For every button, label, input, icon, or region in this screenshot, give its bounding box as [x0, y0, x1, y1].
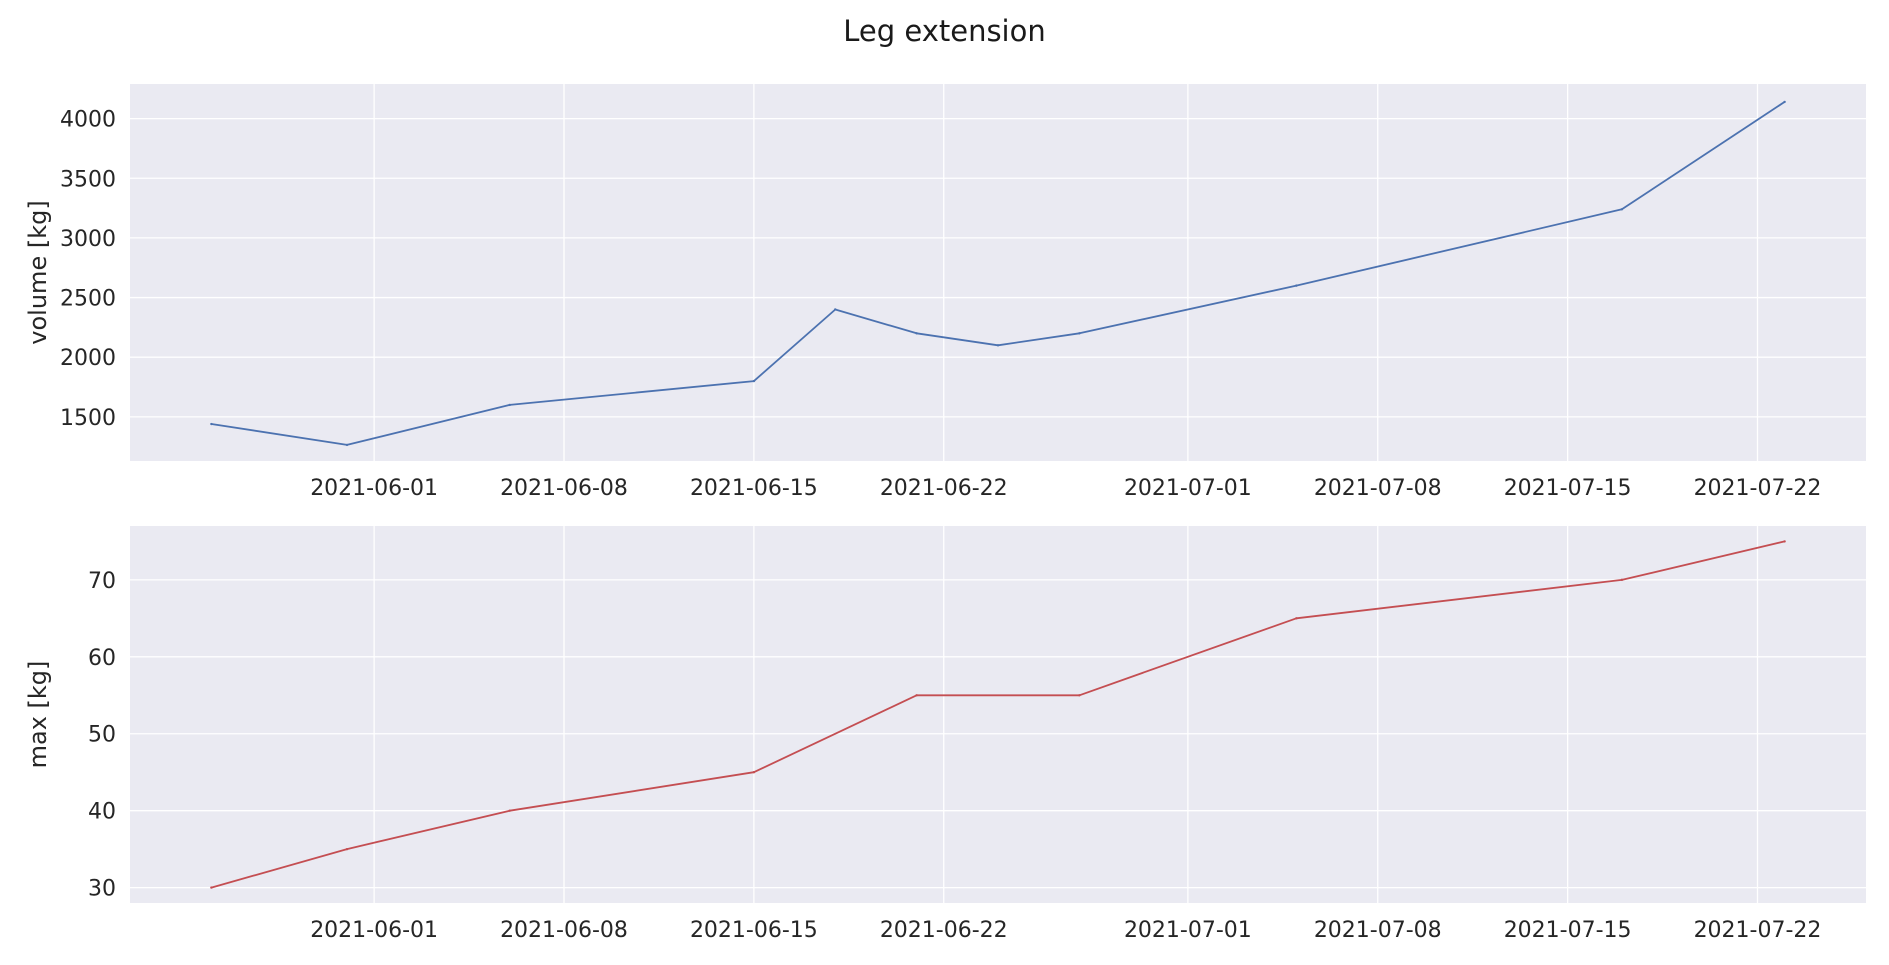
- x-tick-label: 2021-07-22: [1694, 476, 1822, 501]
- data-point: [508, 809, 511, 812]
- y-tick-label: 50: [88, 723, 116, 748]
- x-tick-label: 2021-06-15: [690, 918, 818, 943]
- y-tick-label: 1500: [60, 406, 116, 431]
- data-point: [915, 332, 918, 335]
- y-tick-label: 60: [88, 646, 116, 671]
- x-tick-label: 2021-07-08: [1314, 476, 1442, 501]
- data-point: [752, 771, 756, 774]
- data-point: [345, 847, 349, 851]
- data-point: [1295, 617, 1298, 620]
- y-tick-label: 3000: [60, 227, 116, 252]
- panel-max: 2021-06-01 2021-06-08 2021-06-15 2021-06-22…: [24, 526, 1866, 943]
- data-point: [508, 403, 511, 407]
- data-point: [210, 422, 213, 426]
- y-tick-label: 30: [88, 877, 116, 902]
- data-point: [834, 308, 837, 311]
- y-axis-label: volume [kg]: [24, 200, 52, 344]
- chart-title: Leg extension: [843, 14, 1046, 48]
- data-point: [1078, 332, 1081, 335]
- x-tick-label: 2021-07-01: [1124, 918, 1252, 943]
- data-point: [996, 344, 1000, 347]
- x-tick-label: 2021-06-08: [500, 476, 628, 501]
- data-point: [1620, 578, 1624, 582]
- data-point: [210, 886, 213, 889]
- data-point: [345, 443, 349, 447]
- data-point: [915, 694, 918, 697]
- y-axis-label: max [kg]: [24, 661, 52, 769]
- x-tick-label: 2021-07-01: [1124, 476, 1252, 501]
- x-tick-label: 2021-07-15: [1504, 918, 1632, 943]
- data-point: [1295, 284, 1298, 287]
- y-tick-label: 4000: [60, 108, 116, 133]
- y-tick-label: 70: [88, 569, 116, 594]
- y-tick-label: 2500: [60, 287, 116, 312]
- x-tick-label: 2021-06-22: [880, 918, 1008, 943]
- y-tick-label: 3500: [60, 167, 116, 192]
- data-point: [1783, 540, 1786, 543]
- x-tick-label: 2021-07-15: [1504, 476, 1632, 501]
- x-tick-label: 2021-06-15: [690, 476, 818, 501]
- plot-background: [130, 84, 1866, 461]
- data-point: [752, 379, 756, 383]
- x-tick-label: 2021-06-01: [310, 918, 438, 943]
- x-tick-label: 2021-06-08: [500, 918, 628, 943]
- x-tick-label: 2021-07-22: [1694, 918, 1822, 943]
- y-tick-label: 2000: [60, 346, 116, 371]
- data-point: [1783, 100, 1786, 104]
- x-tick-label: 2021-07-08: [1314, 918, 1442, 943]
- x-tick-label: 2021-06-22: [880, 476, 1008, 501]
- panel-volume: 2021-06-01 2021-06-08 2021-06-15 2021-06-22…: [24, 84, 1866, 501]
- data-point: [1620, 208, 1624, 211]
- plot-background: [130, 526, 1866, 903]
- x-tick-label: 2021-06-01: [310, 476, 438, 501]
- y-tick-label: 40: [88, 800, 116, 825]
- data-point: [1078, 694, 1081, 697]
